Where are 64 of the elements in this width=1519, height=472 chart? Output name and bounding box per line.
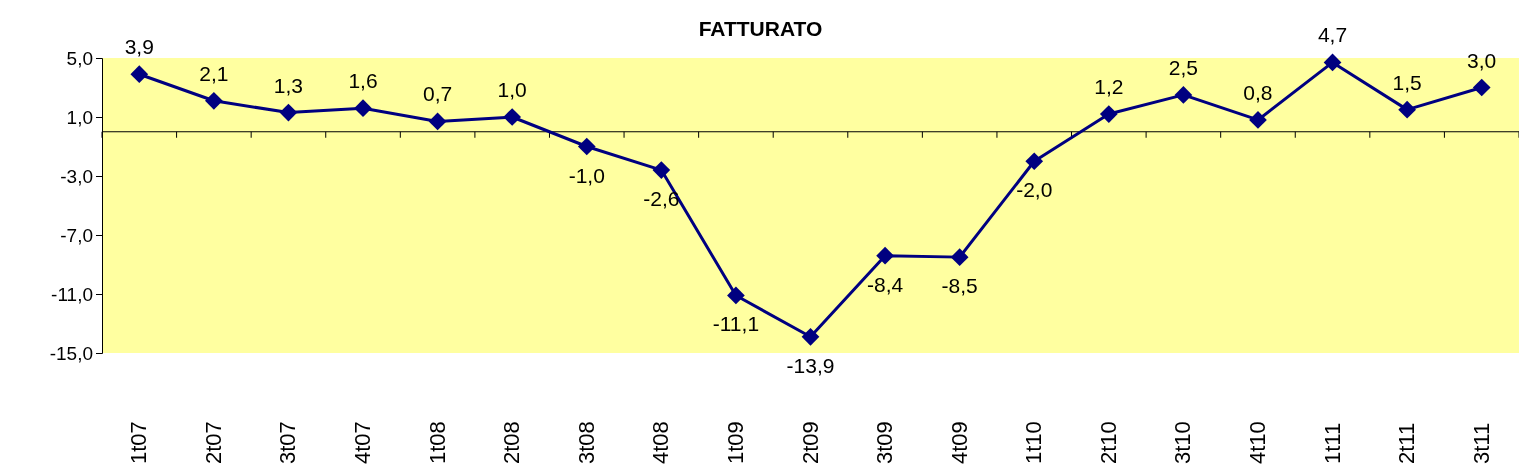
x-tick-label: 3t09 [872, 421, 898, 464]
point [652, 161, 671, 179]
x-tick-label: 3t08 [573, 421, 599, 464]
point [1025, 152, 1044, 171]
x-tick-label: 2t08 [499, 421, 525, 464]
x-tick-label: 1t07 [126, 421, 152, 464]
chart-title: FATTURATO [698, 17, 823, 40]
point [1249, 111, 1267, 129]
data-label: -8,4 [866, 272, 904, 296]
data-label: 1,3 [273, 73, 304, 97]
x-tick-label: 2t07 [200, 421, 226, 464]
point [950, 248, 969, 266]
point [801, 327, 820, 346]
point [130, 65, 149, 84]
x-tick-label: 2t09 [797, 421, 823, 464]
x-tick-label: 2t11 [1394, 422, 1420, 464]
x-tick-label: 4t08 [648, 421, 674, 464]
data-label: -2,0 [1016, 178, 1053, 202]
data-label: -2,6 [643, 187, 680, 211]
x-tick-label: 4t07 [350, 421, 376, 464]
data-label: -11,1 [712, 312, 760, 336]
data-label: 4,7 [1317, 23, 1348, 47]
x-tick-label: 4t09 [946, 421, 972, 464]
data-label: 1,6 [348, 69, 378, 93]
data-label: 2,5 [1168, 55, 1198, 79]
point [1472, 78, 1491, 97]
y-tick-label: 1,0 [66, 106, 93, 128]
point [279, 103, 298, 122]
point [428, 112, 447, 131]
point [1099, 105, 1118, 123]
data-label: -1,0 [568, 163, 605, 187]
data-label: 1,0 [497, 78, 527, 101]
data-label: 1,2 [1094, 75, 1124, 99]
point [205, 91, 223, 110]
data-label: 0,7 [423, 82, 453, 106]
data-label: 3,0 [1467, 48, 1497, 72]
x-tick-label: 1t08 [424, 421, 450, 464]
point [1174, 86, 1193, 104]
x-tick-label: 2t10 [1095, 421, 1121, 464]
data-label: 2,1 [199, 61, 229, 85]
point [727, 286, 745, 305]
x-tick-label: 3t10 [1170, 421, 1196, 464]
point [1398, 100, 1416, 119]
x-tick-label: 3t07 [275, 421, 301, 464]
y-tick-label: -15,0 [49, 342, 93, 364]
data-label: 1,5 [1392, 70, 1422, 94]
data-label: 0,8 [1243, 80, 1273, 104]
point [354, 99, 372, 118]
point [503, 108, 522, 126]
data-label: -8,5 [941, 274, 978, 298]
point [1323, 53, 1342, 72]
y-tick-label: -7,0 [60, 224, 93, 246]
y-tick-label: -11,0 [51, 283, 93, 305]
y-tick-label: -3,0 [60, 165, 93, 187]
x-tick-label: 1t10 [1021, 421, 1047, 464]
point [577, 137, 596, 156]
data-label: 3,9 [124, 35, 154, 59]
x-tick-label: 3t11 [1468, 422, 1494, 464]
data-label: -13,9 [786, 353, 835, 377]
x-tick-label: 1t09 [722, 421, 748, 464]
y-tick-label: 5,0 [66, 47, 93, 69]
x-tick-label: 4t10 [1244, 421, 1270, 464]
x-tick-label: 1t11 [1319, 422, 1345, 464]
point [876, 246, 894, 265]
